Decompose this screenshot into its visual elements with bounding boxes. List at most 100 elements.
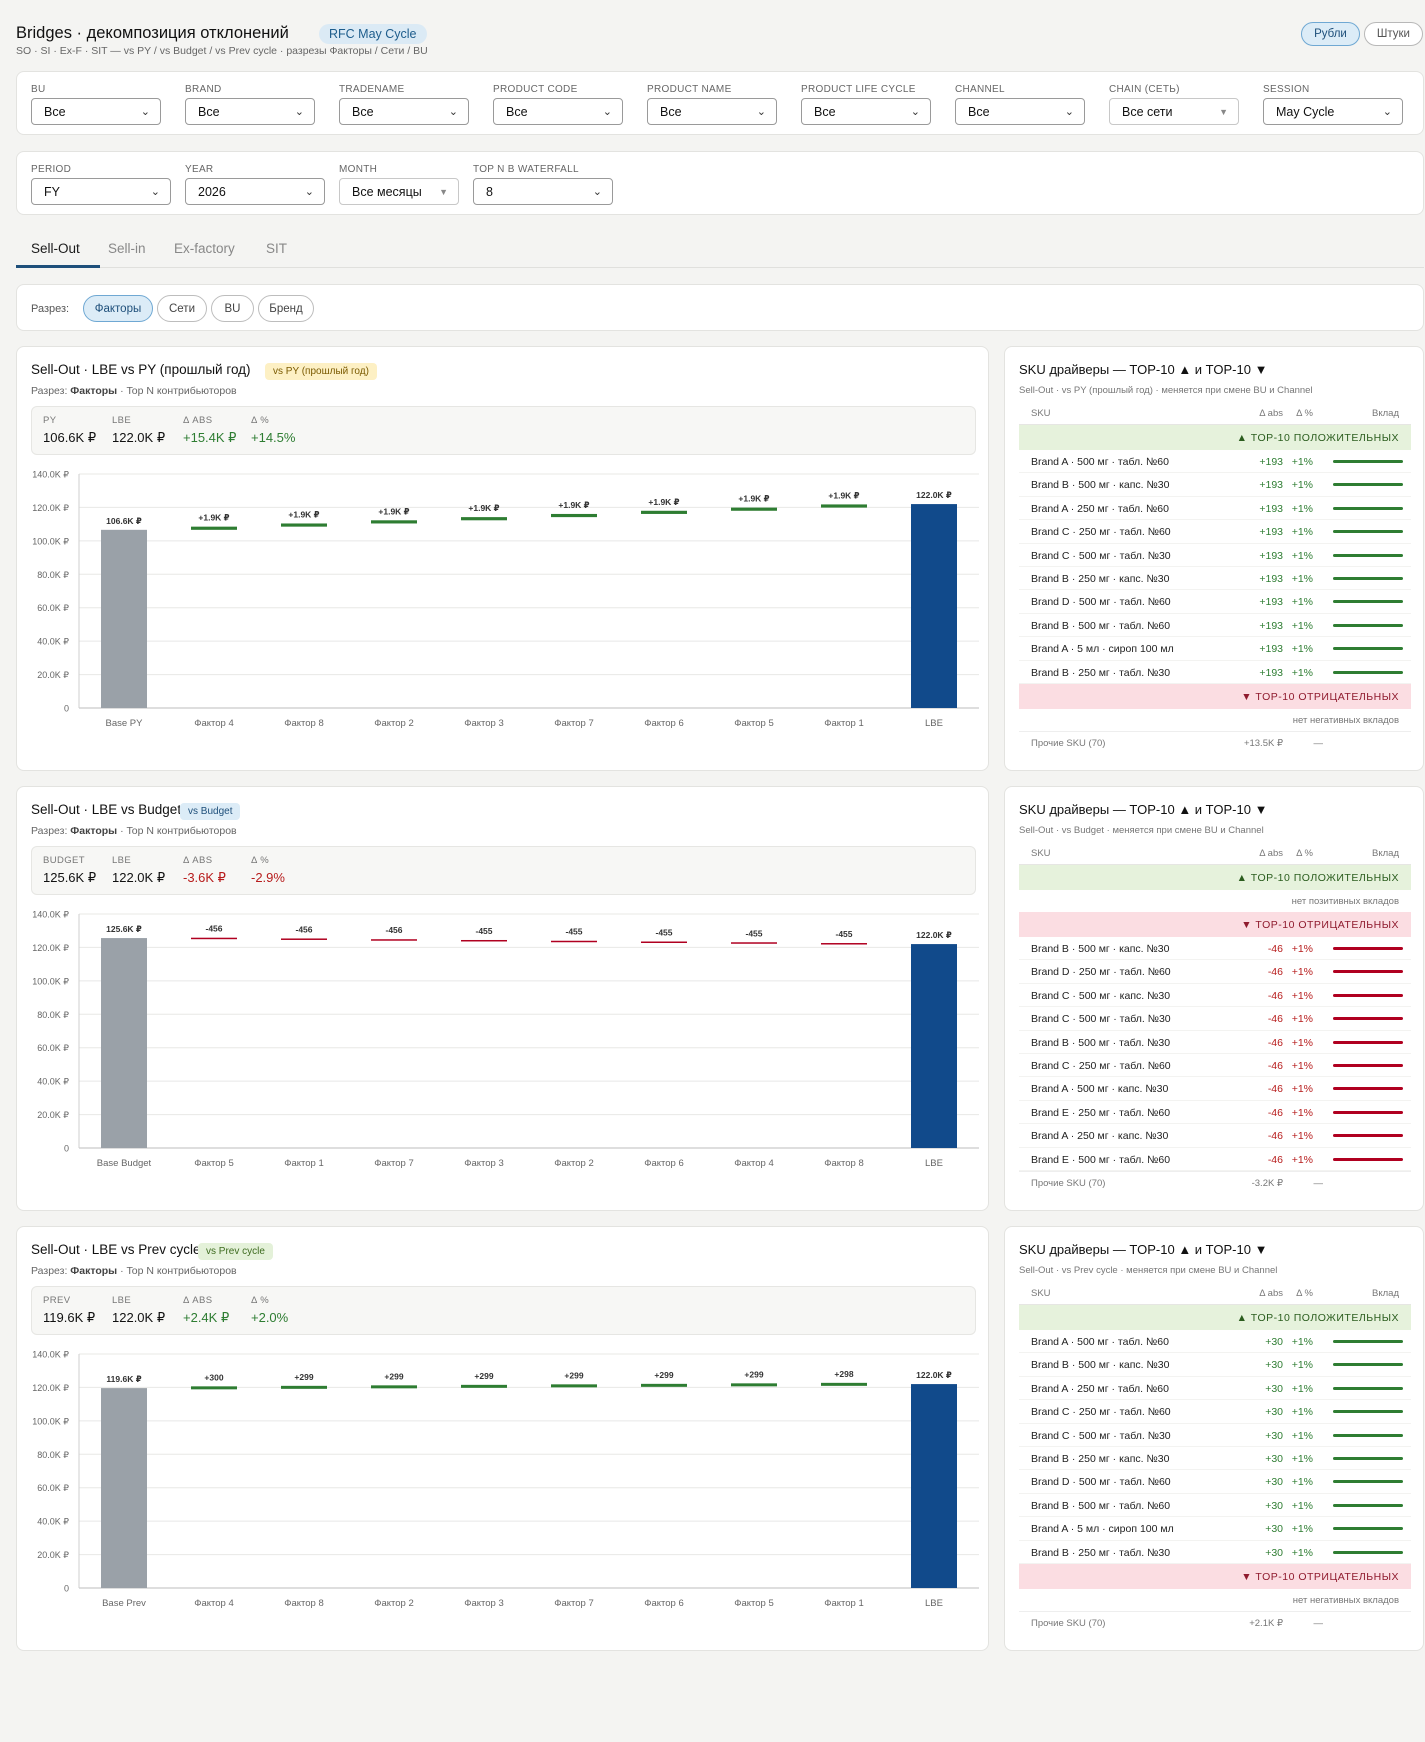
sku-row[interactable]: Brand A · 500 мг · табл. №60 +193 +1% — [1019, 450, 1411, 474]
sku-row[interactable]: Brand B · 250 мг · капс. №30 +30 +1% — [1019, 1447, 1411, 1471]
top-positive-label: ▲ TOP-10 ПОЛОЖИТЕЛЬНЫХ — [1236, 1312, 1399, 1324]
sku-row[interactable]: Brand B · 250 мг · табл. №30 +193 +1% — [1019, 661, 1411, 684]
sku-row[interactable]: Brand A · 250 мг · табл. №60 +193 +1% — [1019, 497, 1411, 521]
sku-row[interactable]: Brand E · 500 мг · табл. №60 -46 +1% — [1019, 1148, 1411, 1171]
factor-bar[interactable] — [731, 1383, 777, 1387]
tab-sell-in[interactable]: Sell-in — [108, 241, 146, 256]
sku-row[interactable]: Brand A · 5 мл · сироп 100 мл +193 +1% — [1019, 637, 1411, 661]
factor-bar[interactable] — [461, 517, 507, 521]
y-tick-label: 20.0K ₽ — [37, 1110, 69, 1120]
filter-select[interactable]: Все ⌄ — [31, 98, 161, 125]
filter-select[interactable]: Все сети ▼ — [1109, 98, 1239, 125]
sku-row[interactable]: Brand A · 250 мг · табл. №60 +30 +1% — [1019, 1377, 1411, 1401]
sku-row[interactable]: Brand B · 500 мг · капс. №30 +30 +1% — [1019, 1353, 1411, 1377]
filter-select[interactable]: Все ⌄ — [493, 98, 623, 125]
lbe-bar[interactable] — [911, 1384, 957, 1588]
sku-row[interactable]: Brand D · 250 мг · табл. №60 -46 +1% — [1019, 960, 1411, 984]
factor-bar[interactable] — [821, 504, 867, 508]
sku-row[interactable]: Brand B · 500 мг · капс. №30 -46 +1% — [1019, 937, 1411, 961]
factor-bar[interactable] — [551, 940, 597, 943]
base-bar[interactable] — [101, 938, 147, 1148]
sku-name: Brand B · 250 мг · табл. №30 — [1031, 1546, 1171, 1559]
factor-bar[interactable] — [371, 1385, 417, 1389]
factor-bar[interactable] — [281, 938, 327, 940]
filter-label: TRADENAME — [339, 84, 405, 95]
filter-group: CHAIN (СЕТЬ) Все сети ▼ — [1109, 84, 1239, 125]
factor-bar[interactable] — [551, 513, 597, 518]
factor-bar[interactable] — [461, 939, 507, 942]
lbe-bar[interactable] — [911, 504, 957, 708]
filter-select[interactable]: 2026 ⌄ — [185, 178, 325, 205]
sku-row[interactable]: Brand A · 5 мл · сироп 100 мл +30 +1% — [1019, 1517, 1411, 1541]
tab-ex-factory[interactable]: Ex-factory — [174, 241, 235, 256]
tab-sit[interactable]: SIT — [266, 241, 288, 256]
kpi-strip: PREV 119.6K ₽ LBE 122.0K ₽ Δ ABS +2.4K ₽ Δ % +2… — [31, 1286, 976, 1335]
factor-bar[interactable] — [281, 523, 327, 527]
tab-sell-out[interactable]: Sell-Out — [31, 241, 80, 256]
sku-row[interactable]: Brand B · 500 мг · табл. №30 -46 +1% — [1019, 1031, 1411, 1054]
filter-select[interactable]: FY ⌄ — [31, 178, 171, 205]
kpi-item: Δ ABS +2.4K ₽ — [183, 1295, 229, 1326]
factor-bar[interactable] — [641, 510, 687, 514]
unit-pcs-button[interactable]: Штуки — [1363, 22, 1423, 46]
sku-abs: +30 — [1265, 1452, 1283, 1465]
factor-bar[interactable] — [371, 939, 417, 941]
sku-name: Brand B · 250 мг · капс. №30 — [1031, 1452, 1170, 1465]
sku-row[interactable]: Brand A · 500 мг · капс. №30 -46 +1% — [1019, 1077, 1411, 1101]
base-bar[interactable] — [101, 529, 147, 708]
unit-rub-button[interactable]: Рубли — [1301, 22, 1360, 46]
filter-select[interactable]: 8 ⌄ — [473, 178, 613, 205]
razrez-factors-button[interactable]: Факторы — [83, 295, 153, 322]
factor-bar[interactable] — [641, 941, 687, 944]
filter-select[interactable]: Все ⌄ — [955, 98, 1085, 125]
sku-row[interactable]: Brand A · 250 мг · капс. №30 -46 +1% — [1019, 1124, 1411, 1148]
base-bar[interactable] — [101, 1388, 147, 1588]
filter-select[interactable]: Все ⌄ — [647, 98, 777, 125]
factor-bar[interactable] — [821, 1382, 867, 1386]
sku-row[interactable]: Brand C · 500 мг · табл. №30 +30 +1% — [1019, 1424, 1411, 1447]
sku-name: Brand A · 500 мг · табл. №60 — [1031, 456, 1169, 468]
sku-row[interactable]: Brand B · 250 мг · капс. №30 +193 +1% — [1019, 567, 1411, 591]
sku-row[interactable]: Brand C · 250 мг · табл. №60 -46 +1% — [1019, 1054, 1411, 1078]
factor-bar[interactable] — [731, 507, 777, 511]
filter-select[interactable]: Все ⌄ — [339, 98, 469, 125]
factor-bar[interactable] — [551, 1384, 597, 1388]
razrez-value: Факторы — [70, 825, 118, 837]
sku-row[interactable]: Brand C · 250 мг · табл. №60 +30 +1% — [1019, 1400, 1411, 1424]
sku-row[interactable]: Brand C · 250 мг · табл. №60 +193 +1% — [1019, 520, 1411, 544]
sku-row[interactable]: Brand D · 500 мг · табл. №60 +30 +1% — [1019, 1470, 1411, 1494]
factor-bar[interactable] — [641, 1383, 687, 1387]
sku-row[interactable]: Brand E · 250 мг · табл. №60 -46 +1% — [1019, 1101, 1411, 1125]
razrez-bu-button[interactable]: BU — [211, 295, 254, 322]
filter-select[interactable]: May Cycle ⌄ — [1263, 98, 1403, 125]
filter-select[interactable]: Все месяцы ▼ — [339, 178, 459, 205]
razrez-brand-button[interactable]: Бренд — [258, 295, 314, 322]
sku-row[interactable]: Brand B · 500 мг · табл. №60 +193 +1% — [1019, 614, 1411, 638]
filter-select[interactable]: Все ⌄ — [185, 98, 315, 125]
filter-select[interactable]: Все ⌄ — [801, 98, 931, 125]
y-tick-label: 120.0K ₽ — [32, 943, 69, 953]
factor-bar[interactable] — [281, 1385, 327, 1389]
factor-bar[interactable] — [191, 937, 237, 940]
lbe-bar[interactable] — [911, 944, 957, 1148]
sku-row[interactable]: Brand B · 500 мг · табл. №60 +30 +1% — [1019, 1494, 1411, 1518]
kpi-label: PY — [43, 415, 57, 426]
factor-bar[interactable] — [731, 942, 777, 944]
sku-row[interactable]: Brand C · 500 мг · капс. №30 -46 +1% — [1019, 984, 1411, 1008]
sku-row[interactable]: Brand B · 250 мг · табл. №30 +30 +1% — [1019, 1541, 1411, 1564]
sku-row[interactable]: Brand B · 500 мг · капс. №30 +193 +1% — [1019, 473, 1411, 497]
factor-bar[interactable] — [191, 1386, 237, 1390]
sku-row[interactable]: Brand C · 500 мг · табл. №30 -46 +1% — [1019, 1007, 1411, 1031]
sku-row[interactable]: Brand A · 500 мг · табл. №60 +30 +1% — [1019, 1330, 1411, 1354]
sku-table: SKU Δ abs Δ % Вклад ▲ TOP-10 ПОЛОЖИТЕЛЬНЫХ не… — [1019, 843, 1411, 1193]
sku-row[interactable]: Brand C · 500 мг · табл. №30 +193 +1% — [1019, 544, 1411, 567]
sku-row[interactable]: Brand D · 500 мг · табл. №60 +193 +1% — [1019, 590, 1411, 614]
factor-bar[interactable] — [371, 520, 417, 524]
factor-bar[interactable] — [191, 526, 237, 530]
factor-bar[interactable] — [461, 1384, 507, 1388]
y-tick-label: 40.0K ₽ — [37, 1517, 69, 1527]
razrez-chains-button[interactable]: Сети — [157, 295, 207, 322]
no-positive-note: нет позитивных вкладов — [1019, 890, 1411, 912]
factor-bar[interactable] — [821, 943, 867, 945]
